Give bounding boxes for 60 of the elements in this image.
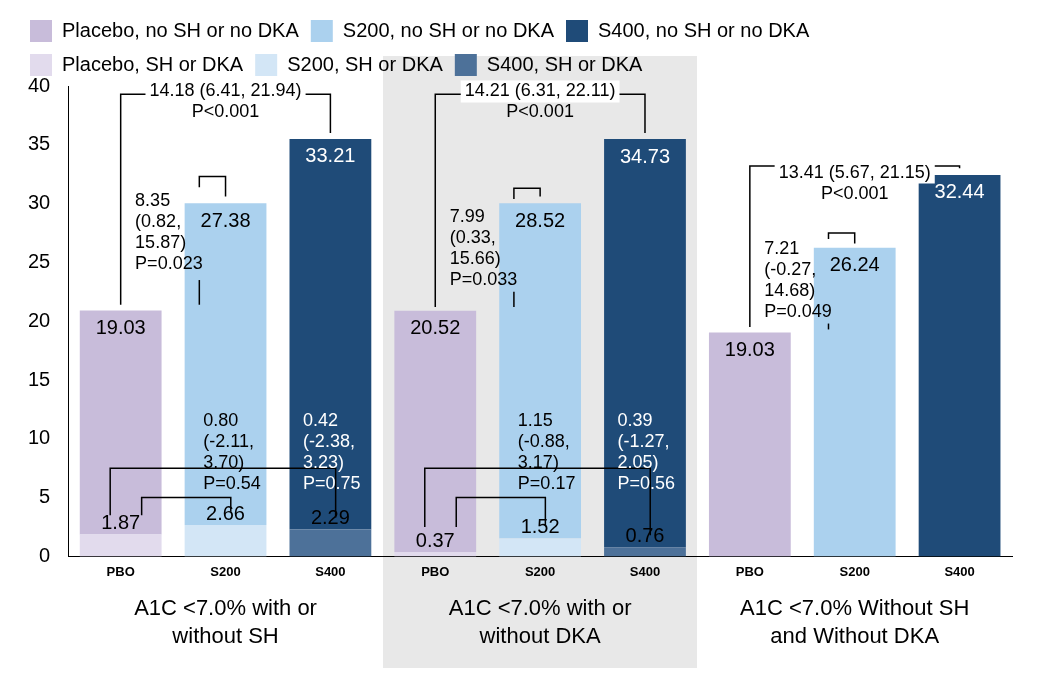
data-label: 0.76	[625, 523, 665, 546]
bar	[289, 529, 372, 557]
data-label: 2.66	[206, 501, 246, 524]
data-label: 20.52	[410, 316, 461, 339]
data-label: 1.52	[520, 515, 560, 538]
bar	[289, 138, 372, 530]
bar	[394, 552, 477, 557]
x-tick-label: PBO	[106, 563, 135, 579]
annotation: 0.80 (-2.11, 3.70) P=0.54	[203, 409, 261, 493]
x-tick-label: S200	[839, 563, 870, 579]
data-label: 33.21	[305, 144, 356, 167]
x-tick-label: S200	[524, 563, 556, 579]
text: A1C <7.0% with or without DKA	[448, 595, 632, 649]
y-tick-label: 5	[39, 485, 51, 508]
data-label: 32.44	[934, 180, 985, 203]
y-tick-label: 40	[28, 73, 51, 96]
legend-label: Placebo, no SH or no DKA	[62, 18, 300, 41]
annotation: 14.18 (6.41, 21.94) P<0.001	[149, 80, 302, 122]
bar	[604, 139, 686, 548]
legend-label: S200, SH or DKA	[287, 52, 444, 75]
y-tick-label: 0	[39, 543, 51, 566]
y-tick-label: 35	[28, 132, 51, 155]
bar	[394, 310, 477, 553]
y-tick-label: 30	[28, 191, 51, 214]
y-tick-label: 15	[28, 367, 51, 390]
legend-label: S200, no SH or no DKA	[342, 18, 555, 41]
bar	[79, 534, 162, 557]
data-label: 2.29	[310, 505, 350, 528]
annotation: 0.39 (-1.27, 2.05) P=0.56	[617, 409, 676, 493]
x-tick-label: S400	[944, 563, 975, 579]
annotation: 14.21 (6.31, 22.11) P<0.001	[464, 80, 616, 122]
bar	[708, 332, 791, 557]
data-label: 0.37	[415, 528, 455, 551]
annotation: 13.41 (5.67, 21.15) P<0.001	[778, 161, 931, 203]
annotation: 0.42 (-2.38, 3.23) P=0.75	[302, 409, 361, 493]
text: A1C <7.0% with or without SH	[134, 595, 317, 649]
data-label: 19.03	[95, 316, 146, 339]
bar	[184, 525, 267, 557]
legend-label: S400, SH or DKA	[486, 52, 644, 75]
x-tick-label: PBO	[421, 563, 450, 579]
bar	[79, 310, 162, 535]
legend-label: S400, no SH or no DKA	[598, 18, 810, 41]
y-tick-label: 25	[28, 249, 51, 272]
data-label: 1.87	[101, 510, 141, 533]
data-label: 34.73	[619, 144, 671, 167]
y-tick-label: 10	[28, 426, 51, 449]
legend-label: Placebo, SH or DKA	[62, 52, 244, 75]
bar	[499, 538, 582, 557]
x-tick-label: S400	[629, 563, 661, 579]
bar	[604, 547, 686, 557]
x-tick-label: S400	[315, 563, 346, 579]
x-tick-label: S200	[210, 563, 241, 579]
annotation: 1.15 (-0.88, 3.17) P=0.17	[517, 409, 576, 493]
data-label: 28.52	[515, 208, 566, 231]
y-tick-label: 20	[28, 308, 51, 331]
data-label: 26.24	[829, 253, 880, 276]
data-label: 27.38	[200, 208, 251, 231]
x-tick-label: PBO	[735, 563, 764, 579]
data-label: 19.03	[724, 338, 775, 361]
text: A1C <7.0% Without SH and Without DKA	[740, 595, 970, 649]
